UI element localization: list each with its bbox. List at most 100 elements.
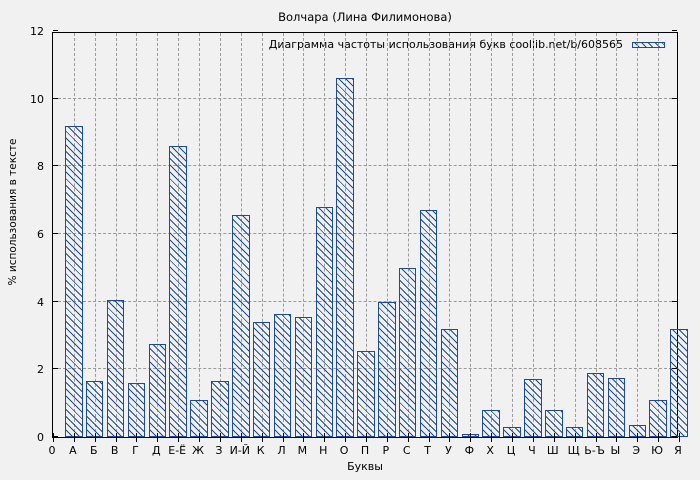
x-tick-label: Б <box>89 444 98 457</box>
x-tick-label: О <box>339 444 349 457</box>
y-tick-label: 12 <box>30 25 44 38</box>
v-gridline <box>303 33 305 437</box>
x-tick-label: Я <box>674 444 682 457</box>
x-tick <box>219 433 221 442</box>
x-tick-label: А <box>69 444 77 457</box>
x-tick <box>261 433 263 442</box>
x-tick <box>491 433 493 442</box>
bar-Я <box>670 328 688 437</box>
y-tick-label: 4 <box>37 295 44 309</box>
x-tick-label: Ф <box>464 444 475 457</box>
y-tick-label: 2 <box>37 363 44 377</box>
h-gridline-6 <box>53 233 677 234</box>
x-tick <box>658 433 660 442</box>
h-gridline-4 <box>53 300 677 302</box>
y-tick <box>672 30 677 31</box>
bar-Ж <box>190 399 208 437</box>
x-tick-label: П <box>360 444 370 457</box>
x-tick-label: С <box>402 444 411 457</box>
v-gridline <box>616 33 618 437</box>
x-tick-label: Г <box>132 444 139 457</box>
bar-У <box>440 328 459 437</box>
bar-П <box>357 350 375 437</box>
x-tick-label: И-Й <box>229 444 251 457</box>
x-tick <box>282 433 284 442</box>
y-tick <box>53 30 58 31</box>
x-tick <box>616 433 618 442</box>
bar-И-Й <box>232 215 250 437</box>
x-tick-label: Ю <box>651 444 664 457</box>
h-gridline-10 <box>53 97 677 99</box>
x-tick-label: Е-Ё <box>168 444 187 457</box>
y-tick <box>53 233 58 234</box>
x-tick <box>345 433 347 442</box>
bar-Ю <box>649 399 667 437</box>
v-gridline <box>512 33 514 437</box>
y-tick <box>53 97 58 99</box>
v-gridline <box>261 33 263 437</box>
x-tick <box>679 433 680 442</box>
x-tick <box>240 433 242 442</box>
v-gridline <box>157 33 159 437</box>
y-tick <box>53 165 58 167</box>
x-tick-label: Ь-Ъ <box>584 444 605 457</box>
x-tick-label: Ж <box>192 444 204 457</box>
v-gridline <box>637 33 639 437</box>
x-tick <box>637 433 639 442</box>
x-tick <box>136 433 138 442</box>
x-tick <box>407 433 409 442</box>
y-tick <box>672 300 677 302</box>
legend: Диаграмма частоты использования букв coo… <box>269 38 665 52</box>
x-tick <box>303 433 305 442</box>
v-gridline <box>470 33 472 437</box>
x-tick-label: Ц <box>506 444 516 457</box>
x-tick <box>574 433 576 442</box>
bar-Ь-Ъ <box>586 372 605 437</box>
x-tick-label: К <box>256 444 265 457</box>
x-tick <box>595 433 597 442</box>
y-tick <box>672 368 677 370</box>
y-tick <box>53 436 58 437</box>
v-gridline <box>115 33 117 437</box>
v-gridline <box>282 33 284 437</box>
h-gridline-8 <box>53 165 677 167</box>
v-gridline <box>386 33 388 437</box>
v-gridline <box>553 33 555 437</box>
x-tick <box>53 433 54 442</box>
v-gridline <box>366 33 367 437</box>
chart-title: Волчара (Лина Филимонова) <box>278 10 452 24</box>
y-tick <box>672 165 677 167</box>
y-tick <box>672 97 677 99</box>
x-tick-label: М <box>297 444 308 457</box>
bar-Ы <box>607 377 626 437</box>
x-tick-label: Д <box>152 444 161 457</box>
x-tick <box>199 433 201 442</box>
x-tick <box>157 433 159 442</box>
y-tick <box>672 436 677 437</box>
y-tick <box>672 233 677 234</box>
x-tick-label: Ы <box>610 444 621 457</box>
bar-С <box>398 267 417 437</box>
y-tick-label: 6 <box>37 228 44 241</box>
y-tick <box>53 368 58 370</box>
bar-К <box>252 321 271 437</box>
bar-З <box>211 381 229 437</box>
x-tick <box>386 433 388 442</box>
x-tick-label: Т <box>424 444 431 457</box>
x-tick <box>178 433 180 442</box>
x-tick <box>324 433 326 442</box>
bar-Д <box>148 343 167 437</box>
x-tick-label: Ч <box>528 444 536 457</box>
bar-Ч <box>524 379 542 437</box>
bar-Н <box>315 206 334 437</box>
x-tick-label: Э <box>632 444 641 457</box>
x-tick-label: В <box>110 444 119 457</box>
x-tick-label: Х <box>486 444 494 457</box>
x-tick <box>73 433 75 442</box>
y-tick-label: 0 <box>37 431 44 444</box>
x-tick <box>428 433 430 442</box>
legend-label: Диаграмма частоты использования букв coo… <box>268 38 623 51</box>
x-tick-label: Н <box>319 444 328 457</box>
legend-swatch <box>632 42 665 48</box>
